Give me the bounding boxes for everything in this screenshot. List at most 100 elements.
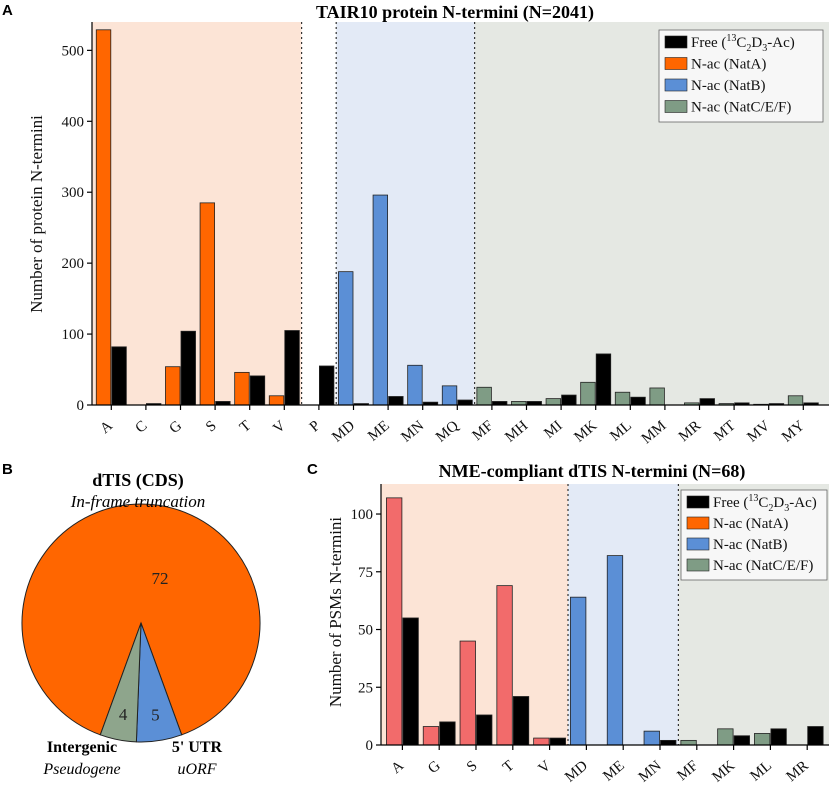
bar-free-a (402, 617, 419, 746)
x-tick-label: MV (744, 418, 773, 446)
bar-free-mi (561, 394, 577, 406)
bar-nac-me (606, 555, 624, 746)
panel-letter-b: B (2, 461, 13, 478)
pie-sublabel-uorf: uORF (177, 761, 216, 778)
bar-nac-md (338, 271, 354, 406)
legend: Free (13C2D3-Ac) N-ac (NatA) N-ac (NatB) N-… (680, 489, 828, 581)
y-tick-label: 400 (62, 114, 85, 130)
y-tick-label: 75 (358, 565, 373, 581)
y-tick-label: 50 (358, 623, 373, 639)
x-tick-label: P (307, 418, 324, 436)
x-tick-label: C (133, 418, 151, 437)
bar-free-mr (807, 726, 824, 746)
bar-free-ml (630, 396, 646, 406)
x-tick-label: A (388, 758, 407, 777)
pie-title: dTIS (CDS) (92, 470, 184, 491)
pie-value-label: 72 (152, 569, 169, 588)
bar-nac-md (570, 596, 587, 746)
y-tick-label: 25 (358, 680, 373, 696)
region-natb (336, 22, 475, 405)
region-natb (568, 484, 679, 745)
bar-nac-mq (441, 385, 458, 406)
x-tick-label: MI (541, 418, 565, 442)
x-tick-label: MQ (433, 418, 462, 446)
bar-nac-mk (717, 728, 734, 746)
x-tick-label: ME (365, 418, 393, 445)
pie-slice-dtis (21, 503, 261, 736)
bar-nac-a (95, 29, 112, 406)
pie-label-intergenic: Intergenic (47, 739, 117, 756)
x-tick-label: A (97, 418, 116, 437)
chart-title: NME-compliant dTIS N-termini (N=68) (439, 461, 746, 482)
pie-value-label: 5 (151, 706, 160, 725)
bar-free-s (476, 714, 493, 746)
x-tick-label: MK (571, 418, 600, 446)
x-tick-label: MF (470, 418, 497, 444)
x-tick-label: V (270, 418, 289, 437)
x-tick-label: ML (607, 418, 635, 445)
x-tick-label: MF (674, 758, 701, 784)
pie-chart-b: 72 5 4 dTIS (CDS)In-frame truncation Interge… (21, 470, 261, 778)
legend-swatch-natb (686, 537, 710, 551)
bar-nac-mi (545, 398, 561, 406)
y-axis-label: Number of PSMs N-termini (326, 517, 345, 708)
bar-free-a (111, 346, 127, 406)
x-tick-label: T (500, 758, 517, 776)
bar-nac-ml (754, 733, 771, 746)
y-tick-label: 100 (62, 327, 85, 343)
x-tick-label: G (425, 758, 444, 777)
pie-value-label: 4 (119, 705, 128, 724)
bar-free-t (512, 696, 530, 746)
bar-nac-g (165, 366, 181, 406)
bar-nac-s (199, 202, 215, 406)
bar-free-g (439, 721, 456, 746)
x-tick-label: MH (502, 418, 531, 446)
bar-nac-t (234, 371, 250, 406)
region-none (301, 22, 337, 405)
legend-label-natc: N-ac (NatC/E/F) (691, 100, 791, 116)
bar-nac-mm (649, 387, 665, 406)
legend-label-free: Free (13C2D3-Ac) (691, 33, 795, 54)
bar-nac-mn (407, 364, 423, 406)
x-tick-label: MD (329, 418, 358, 446)
bar-nac-ml (614, 391, 631, 406)
x-tick-label: MR (676, 418, 704, 445)
bar-nac-my (787, 395, 804, 406)
legend-label-nata: N-ac (NatA) (713, 516, 788, 532)
bar-nac-v (268, 395, 285, 406)
y-tick-label: 0 (366, 738, 374, 754)
y-tick-label: 100 (351, 507, 374, 523)
x-tick-label: T (237, 418, 254, 436)
x-tick-label: S (203, 418, 220, 436)
x-tick-label: G (166, 418, 185, 437)
bar-free-v (549, 737, 566, 746)
legend: Free (13C2D3-Ac) N-ac (NatA) N-ac (NatB) N-… (658, 29, 824, 123)
chart-c: 0 25 50 75 100 A G S T V MD ME MN MF MK ML MR NME-complia… (326, 461, 829, 786)
x-tick-label: MN (636, 758, 665, 786)
x-tick-label: MT (711, 418, 739, 445)
bar-nac-mn (643, 730, 660, 746)
x-tick-label: ML (747, 758, 775, 785)
legend-swatch-free (686, 495, 710, 509)
chart-a: 0 100 200 300 400 500 A C G S T V P MD ME MN MQ MF MH MI MK M… (27, 2, 829, 447)
bar-nac-t (496, 585, 513, 746)
bar-free-v (284, 330, 300, 406)
x-tick-label: MM (639, 418, 670, 447)
x-tick-label: MR (784, 758, 812, 785)
bar-free-mn (660, 739, 677, 746)
pie-slice-utr (99, 622, 142, 743)
y-axis-label: Number of protein N-termini (27, 115, 46, 313)
x-tick-label: S (464, 758, 481, 776)
pie-label-utr: 5' UTR (172, 739, 223, 756)
bar-free-mr (699, 398, 715, 406)
x-tick-label: MN (398, 418, 427, 446)
bar-free-ml (770, 728, 787, 746)
x-tick-label: MY (779, 418, 808, 446)
bar-nac-mf (680, 739, 697, 746)
chart-title: TAIR10 protein N-termini (N=2041) (316, 2, 594, 23)
x-tick-label: MK (709, 758, 738, 786)
bar-nac-mk (580, 381, 596, 406)
bar-nac-mf (476, 386, 492, 406)
y-tick-label: 500 (62, 43, 85, 59)
